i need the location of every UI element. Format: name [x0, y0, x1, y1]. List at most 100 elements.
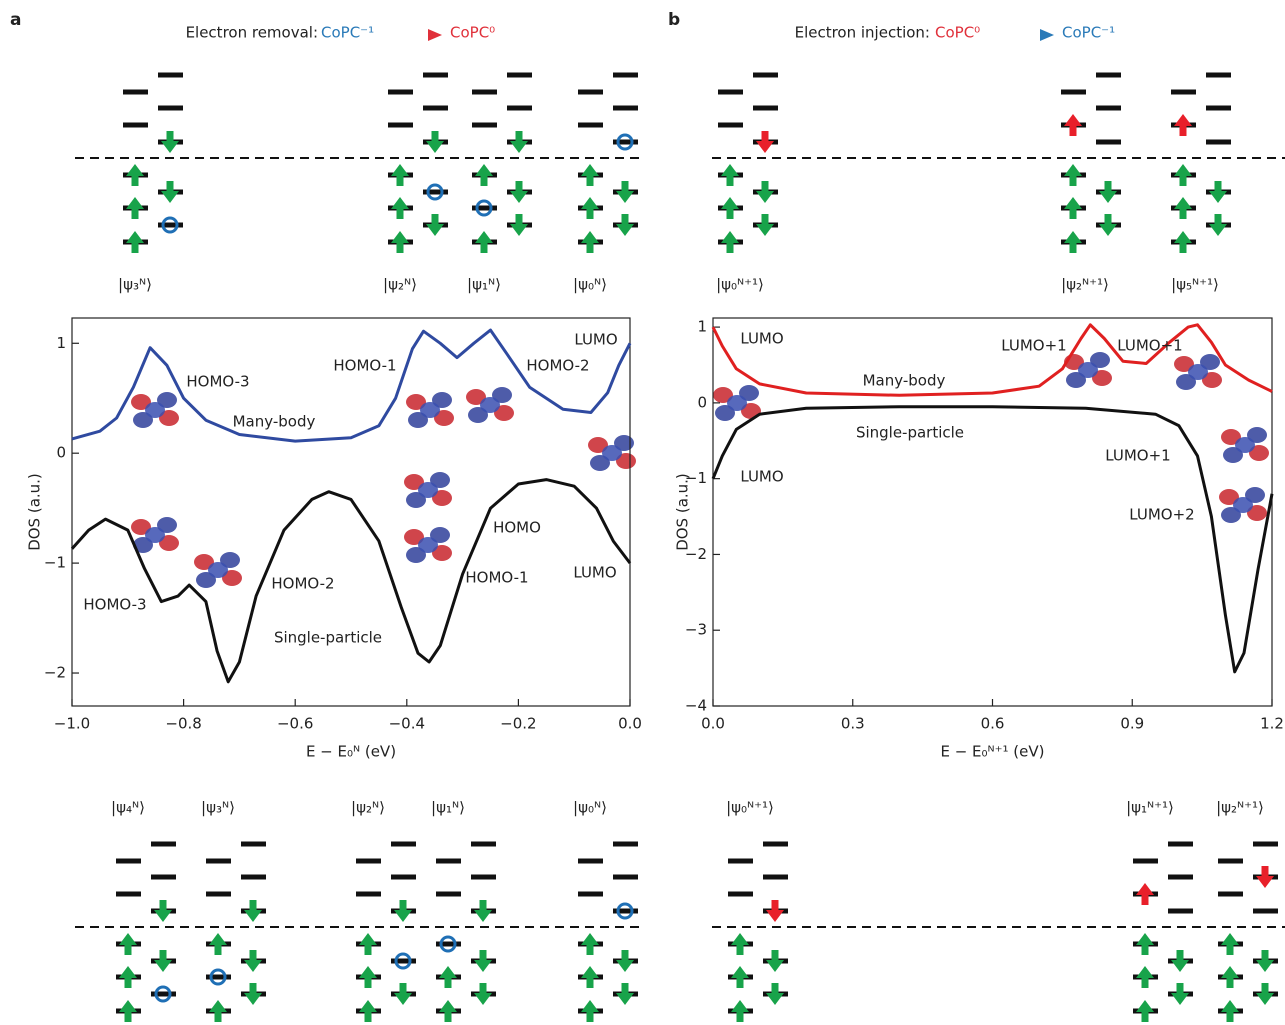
state-label: |ψ₅ᴺ⁺¹⟩ [1171, 276, 1219, 294]
series-label: Many-body [863, 372, 946, 390]
spin-up [209, 1000, 227, 1022]
state-label: |ψ₃ᴺ⟩ [201, 799, 235, 817]
orbital-icon [727, 395, 747, 411]
heading: Electron removal: [186, 24, 318, 42]
annotation: HOMO-2 [526, 357, 589, 375]
spin-up [1221, 933, 1239, 955]
spin-down [616, 983, 634, 1005]
spin-down [510, 181, 528, 203]
x-tick-label: 0.0 [618, 715, 642, 733]
spin-down [244, 983, 262, 1005]
annotation: HOMO [493, 519, 541, 537]
y-tick-label: 1 [697, 318, 707, 336]
level [471, 842, 496, 847]
level [388, 90, 413, 95]
orbital-icon [418, 482, 438, 498]
orbital-icon [1188, 364, 1208, 380]
state-label: |ψ₂ᴺ⁺¹⟩ [1061, 276, 1109, 294]
spin-up [1064, 114, 1082, 136]
state-label: |ψ₀ᴺ⟩ [573, 799, 607, 817]
spin-up [721, 231, 739, 253]
spin-up [1174, 114, 1192, 136]
level [158, 73, 183, 78]
spin-down [1209, 214, 1227, 236]
level [728, 859, 753, 864]
orbital-icon [602, 445, 622, 461]
y-tick-label: 0 [56, 444, 66, 462]
spin-up [119, 1000, 137, 1022]
level [753, 73, 778, 78]
level [578, 123, 603, 128]
spin-up [581, 966, 599, 988]
spin-up [1136, 966, 1154, 988]
spin-up [581, 933, 599, 955]
series-label: Single-particle [274, 629, 382, 647]
level [123, 123, 148, 128]
level [1206, 140, 1231, 145]
series-label: Many-body [233, 413, 316, 431]
spin-up [1174, 197, 1192, 219]
level [728, 892, 753, 897]
state-label: |ψ₂ᴺ⟩ [351, 799, 385, 817]
dos-curve [713, 407, 1272, 672]
state-label: |ψ₁ᴺ⟩ [431, 799, 465, 817]
y-tick-label: −3 [685, 621, 707, 639]
state-label: |ψ₀ᴺ⁺¹⟩ [716, 276, 764, 294]
spin-down [1209, 181, 1227, 203]
spin-up [581, 1000, 599, 1022]
spin-down [766, 983, 784, 1005]
x-axis-label: E − E₀ᴺ (eV) [306, 743, 396, 761]
x-tick-label: 0.9 [1120, 715, 1144, 733]
annotation: LUMO [740, 330, 783, 348]
level [763, 875, 788, 880]
spin-up [581, 231, 599, 253]
spin-up [731, 1000, 749, 1022]
y-tick-label: −2 [44, 664, 66, 682]
level [1206, 106, 1231, 111]
orbital-icon [208, 562, 228, 578]
level [1133, 859, 1158, 864]
level [578, 892, 603, 897]
level [1096, 106, 1121, 111]
spin-up [475, 164, 493, 186]
annotation: HOMO-1 [333, 357, 396, 375]
spin-up [391, 164, 409, 186]
x-tick-label: −0.2 [500, 715, 536, 733]
spin-up [1136, 933, 1154, 955]
level [613, 106, 638, 111]
y-tick-label: −1 [44, 554, 66, 572]
level [471, 875, 496, 880]
spin-up [581, 197, 599, 219]
spin-up [1221, 966, 1239, 988]
level [356, 859, 381, 864]
level [472, 123, 497, 128]
spin-up [721, 197, 739, 219]
level [151, 875, 176, 880]
level [1096, 140, 1121, 145]
spin-up [1064, 231, 1082, 253]
state-label: |ψ₃ᴺ⟩ [118, 276, 152, 294]
annotation: HOMO-3 [83, 596, 146, 614]
spin-up [126, 164, 144, 186]
level [613, 842, 638, 847]
state-label: |ψ₀ᴺ⁺¹⟩ [726, 799, 774, 817]
species: CoPC⁰ [935, 24, 980, 42]
level [753, 106, 778, 111]
level [116, 892, 141, 897]
x-axis-label: E − E₀ᴺ⁺¹ (eV) [940, 743, 1044, 761]
state-label: |ψ₂ᴺ⟩ [383, 276, 417, 294]
spin-down [766, 950, 784, 972]
spin-down [756, 131, 774, 153]
spin-down [756, 214, 774, 236]
spin-down [1171, 950, 1189, 972]
level [206, 892, 231, 897]
level [436, 892, 461, 897]
spin-up [359, 933, 377, 955]
x-tick-label: −1.0 [54, 715, 90, 733]
level [472, 90, 497, 95]
x-tick-label: −0.8 [165, 715, 201, 733]
level [578, 90, 603, 95]
spin-up [359, 966, 377, 988]
level [123, 90, 148, 95]
x-tick-label: 0.0 [701, 715, 725, 733]
